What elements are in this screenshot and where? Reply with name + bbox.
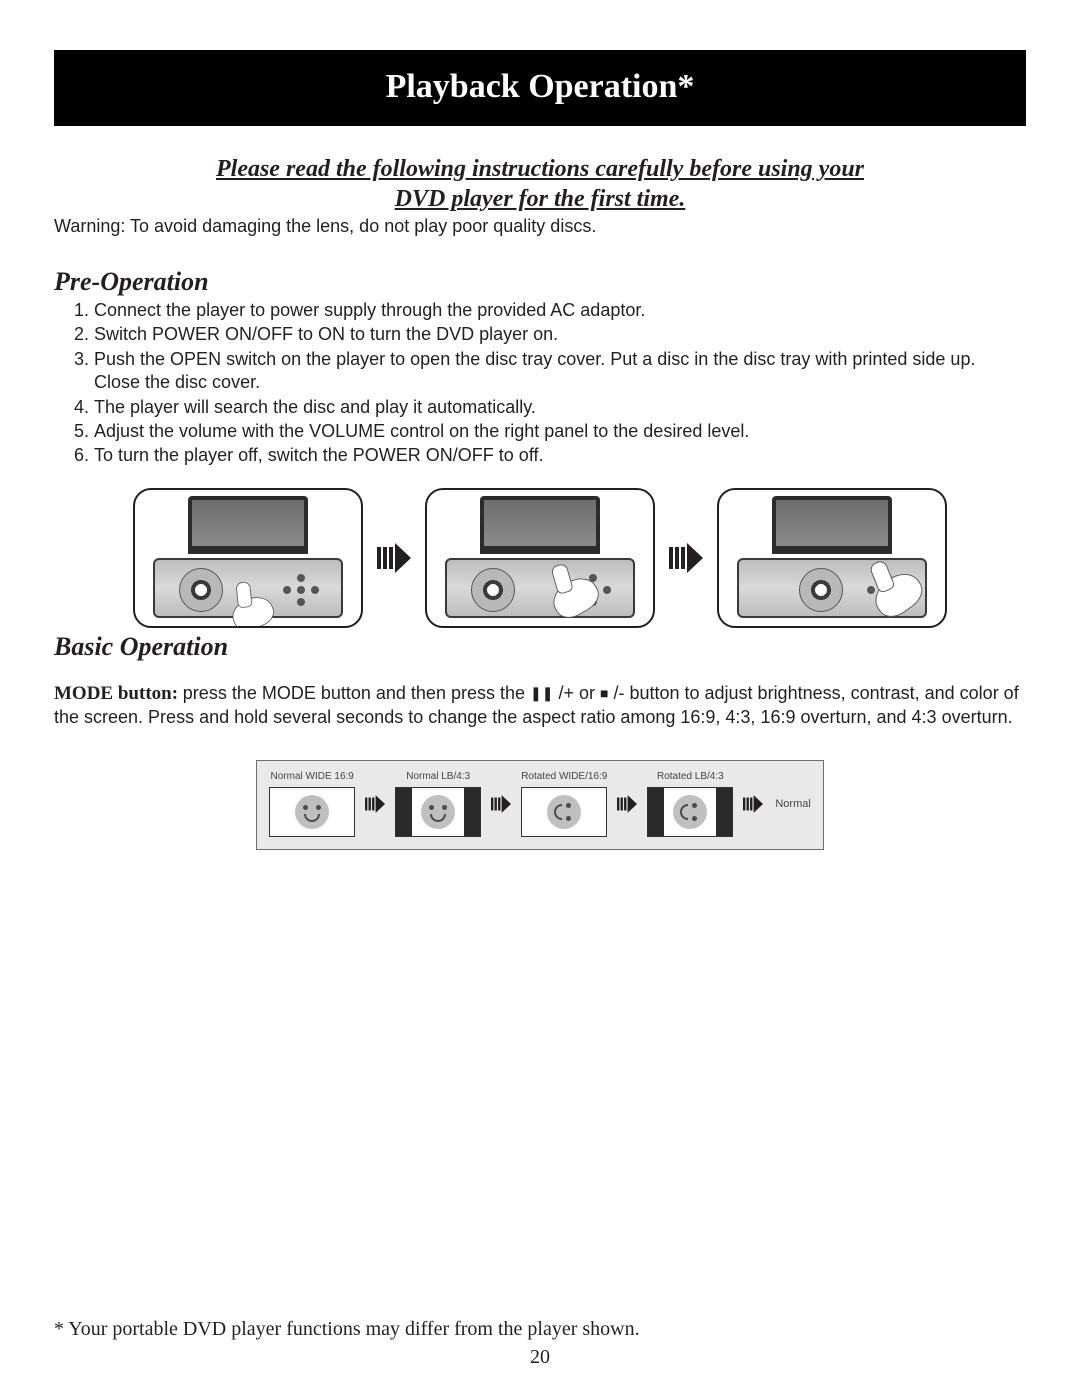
page-title-bar: Playback Operation* xyxy=(54,50,1026,126)
hand-icon xyxy=(546,556,617,620)
device-step-1 xyxy=(133,488,363,628)
mode-text: /+ or xyxy=(553,683,600,703)
step-item: Connect the player to power supply throu… xyxy=(94,299,1026,322)
smiley-icon xyxy=(421,795,455,829)
disc-icon xyxy=(471,568,515,612)
arrow-icon xyxy=(617,795,637,813)
step-item: Switch POWER ON/OFF to ON to turn the DV… xyxy=(94,323,1026,346)
device-step-3 xyxy=(717,488,947,628)
pre-operation-heading: Pre-Operation xyxy=(54,267,1026,297)
pre-operation-steps: Connect the player to power supply throu… xyxy=(54,299,1026,468)
mode-button-label: MODE button: xyxy=(54,683,183,704)
step-item: Push the OPEN switch on the player to op… xyxy=(94,348,1026,395)
ratio-end-label: Normal xyxy=(775,798,810,810)
disc-icon xyxy=(179,568,223,612)
ratio-label: Rotated LB/4:3 xyxy=(657,771,724,783)
disc-icon xyxy=(799,568,843,612)
mode-text: press the MODE button and then press the xyxy=(183,683,530,703)
arrow-icon xyxy=(365,795,385,813)
aspect-ratio-panel: Normal WIDE 16:9 Normal LB/4:3 Rotated W… xyxy=(256,760,824,850)
ratio-item: Normal LB/4:3 xyxy=(395,771,481,837)
device-screen-icon xyxy=(188,496,308,554)
ratio-item: Rotated WIDE/16:9 xyxy=(521,771,607,837)
arrow-icon xyxy=(377,543,411,573)
aspect-ratio-diagram: Normal WIDE 16:9 Normal LB/4:3 Rotated W… xyxy=(54,760,1026,850)
mode-button-paragraph: MODE button: press the MODE button and t… xyxy=(54,682,1026,730)
footnote-text: * Your portable DVD player functions may… xyxy=(54,1318,640,1341)
pause-symbol-icon: ❚❚ xyxy=(530,685,553,701)
page-number: 20 xyxy=(530,1346,550,1369)
ratio-label: Normal LB/4:3 xyxy=(406,771,470,783)
step-item: The player will search the disc and play… xyxy=(94,396,1026,419)
basic-operation-heading: Basic Operation xyxy=(54,632,1026,662)
step-item: To turn the player off, switch the POWER… xyxy=(94,444,1026,467)
ratio-item: Rotated LB/4:3 xyxy=(647,771,733,837)
smiley-icon xyxy=(673,795,707,829)
intro-line-1: Please read the following instructions c… xyxy=(216,156,864,182)
warning-text: Warning: To avoid damaging the lens, do … xyxy=(54,216,1026,237)
intro-line-2: DVD player for the first time. xyxy=(395,186,686,212)
ratio-label: Normal WIDE 16:9 xyxy=(271,771,354,783)
device-illustration-row xyxy=(54,488,1026,628)
page-title: Playback Operation* xyxy=(386,68,695,105)
ratio-screen-icon xyxy=(647,787,733,837)
arrow-icon xyxy=(669,543,703,573)
smiley-icon xyxy=(547,795,581,829)
ratio-item: Normal WIDE 16:9 xyxy=(269,771,355,837)
ratio-screen-icon xyxy=(395,787,481,837)
hand-icon xyxy=(232,582,288,628)
device-screen-icon xyxy=(772,496,892,554)
step-item: Adjust the volume with the VOLUME contro… xyxy=(94,420,1026,443)
device-step-2 xyxy=(425,488,655,628)
ratio-label: Rotated WIDE/16:9 xyxy=(521,771,607,783)
arrow-icon xyxy=(491,795,511,813)
intro-text: Please read the following instructions c… xyxy=(54,154,1026,214)
arrow-icon xyxy=(743,795,763,813)
ratio-screen-icon xyxy=(521,787,607,837)
smiley-icon xyxy=(295,795,329,829)
ratio-screen-icon xyxy=(269,787,355,837)
device-screen-icon xyxy=(480,496,600,554)
